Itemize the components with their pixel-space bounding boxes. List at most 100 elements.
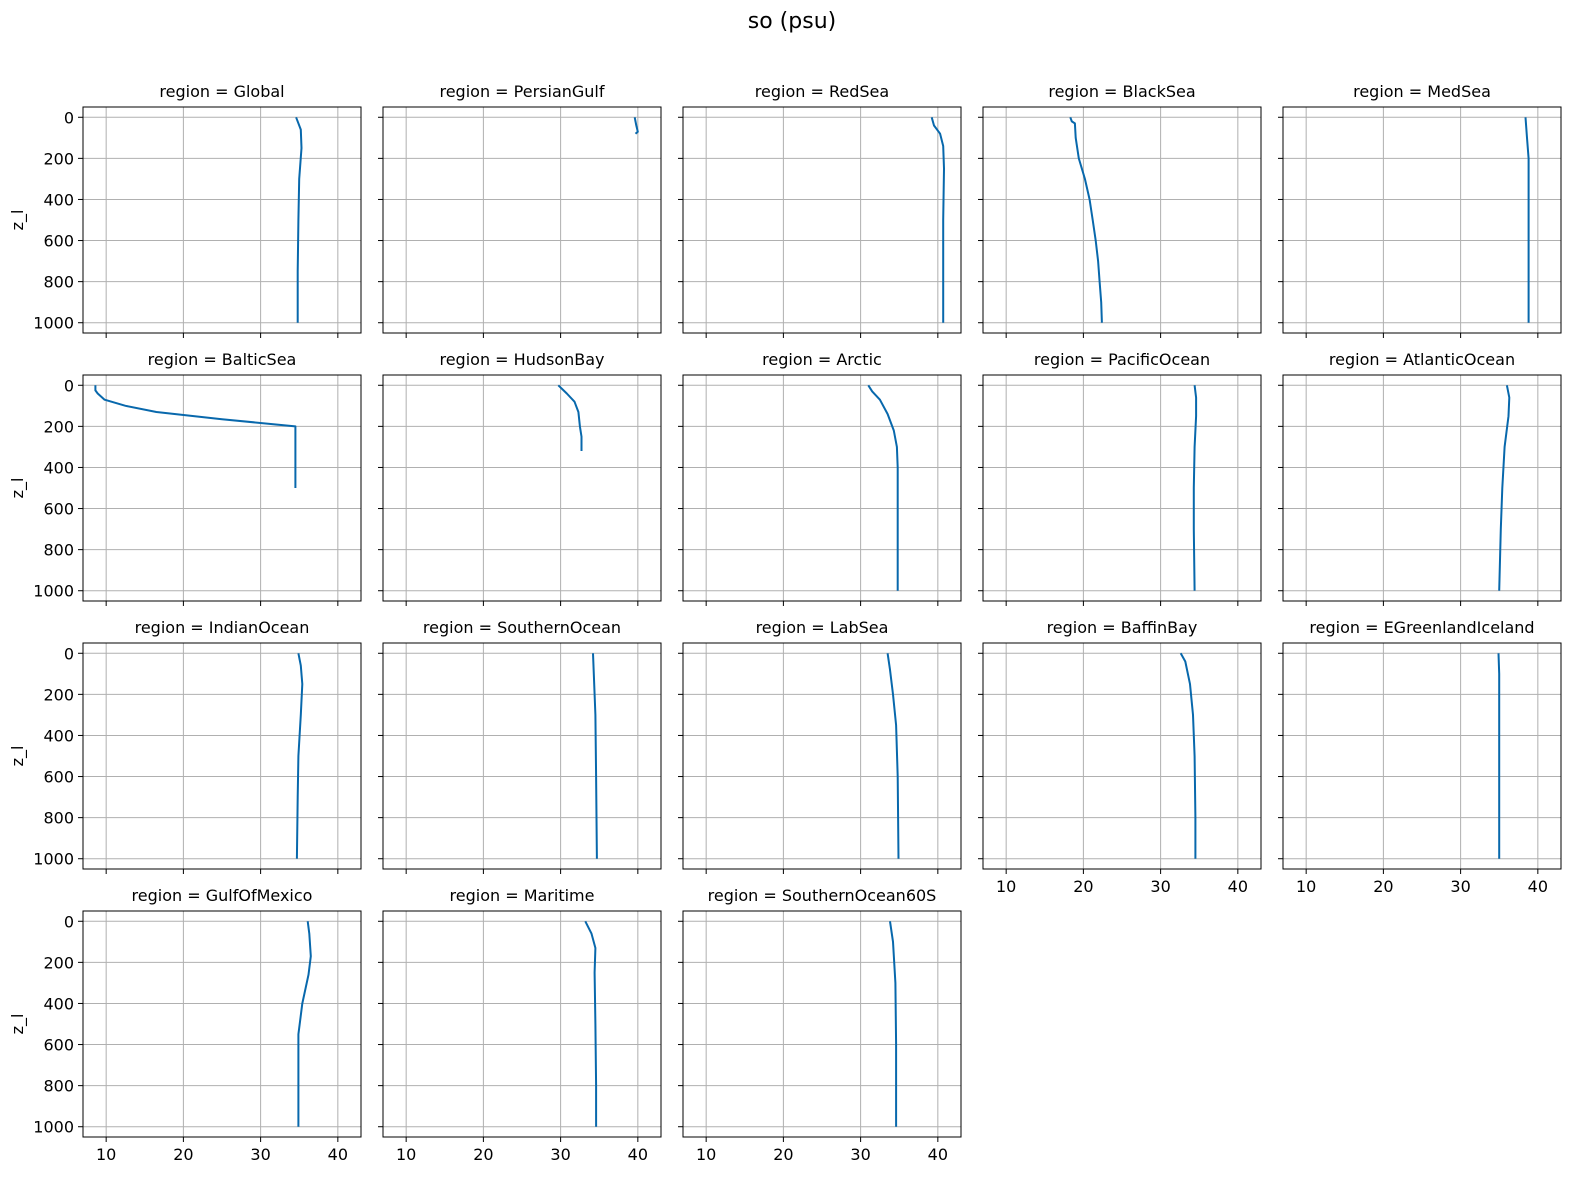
series-line-IndianOcean bbox=[295, 653, 304, 859]
x-tick-label: 10 bbox=[996, 877, 1016, 896]
x-tick-label: 20 bbox=[473, 1145, 493, 1164]
series-line-SouthernOcean60S bbox=[889, 921, 898, 1127]
panel-PersianGulf: region = PersianGulf bbox=[378, 82, 662, 338]
y-tick-label: 600 bbox=[43, 1036, 74, 1055]
series-line-AtlanticOcean bbox=[1498, 385, 1511, 591]
y-tick-label: 0 bbox=[64, 376, 74, 395]
axes-frame bbox=[682, 642, 962, 870]
panel-SouthernOcean: region = SouthernOcean bbox=[378, 618, 662, 874]
x-tick-label: 10 bbox=[696, 1145, 716, 1164]
panel-title: region = Global bbox=[159, 82, 284, 101]
panel-title: region = AtlanticOcean bbox=[1329, 350, 1515, 369]
panel-IndianOcean: region = IndianOcean 0 200 400 600 800 1000 z_l bbox=[8, 618, 362, 874]
y-tick-label: 800 bbox=[43, 809, 74, 828]
y-tick-label: 800 bbox=[43, 1077, 74, 1096]
panel-MedSea: region = MedSea bbox=[1278, 82, 1562, 338]
panel-Maritime: region = Maritime 10 20 30 40 bbox=[378, 886, 662, 1164]
x-tick-label: 30 bbox=[1150, 877, 1170, 896]
y-axis-label: z_l bbox=[8, 210, 28, 231]
y-tick-label: 0 bbox=[64, 912, 74, 931]
panel-title: region = GulfOfMexico bbox=[132, 886, 313, 905]
figure-title: so (psu) bbox=[748, 9, 836, 34]
y-axis-label: z_l bbox=[8, 746, 28, 767]
panel-title: region = Maritime bbox=[450, 886, 595, 905]
x-tick-label: 40 bbox=[1528, 877, 1548, 896]
panel-title: region = SouthernOcean60S bbox=[708, 886, 937, 905]
axes-frame bbox=[82, 642, 362, 870]
axes-frame bbox=[682, 374, 962, 602]
panel-GulfOfMexico: region = GulfOfMexico 0 200 400 600 800 1000 z_… bbox=[8, 886, 362, 1164]
panel-grid: region = Global02004006008001000z_lregio… bbox=[8, 82, 1562, 1164]
panel-BalticSea: region = BalticSea 0 200 400 600 800 1000 z_l bbox=[8, 350, 362, 606]
x-tick-label: 30 bbox=[850, 1145, 870, 1164]
axes-frame bbox=[1282, 374, 1562, 602]
series-line-GulfOfMexico bbox=[297, 921, 312, 1127]
panel-title: region = EGreenlandIceland bbox=[1309, 618, 1534, 637]
panel-title: region = BlackSea bbox=[1048, 82, 1195, 101]
axes-frame bbox=[382, 106, 662, 334]
y-tick-label: 400 bbox=[43, 458, 74, 477]
y-tick-label: 1000 bbox=[33, 314, 74, 333]
y-tick-label: 400 bbox=[43, 190, 74, 209]
y-tick-label: 600 bbox=[43, 500, 74, 519]
y-tick-label: 400 bbox=[43, 726, 74, 745]
axes-frame bbox=[382, 910, 662, 1138]
x-tick-label: 30 bbox=[1450, 877, 1470, 896]
panel-title: region = PacificOcean bbox=[1034, 350, 1210, 369]
y-tick-label: 200 bbox=[43, 685, 74, 704]
series-line-MedSea bbox=[1524, 117, 1530, 323]
panel-Arctic: region = Arctic bbox=[678, 350, 962, 606]
panel-LabSea: region = LabSea bbox=[678, 618, 962, 874]
panel-title: region = BaffinBay bbox=[1047, 618, 1198, 637]
series-line-Arctic bbox=[867, 384, 899, 591]
x-tick-label: 40 bbox=[328, 1145, 348, 1164]
panel-title: region = PersianGulf bbox=[439, 82, 604, 101]
axes-frame bbox=[1282, 642, 1562, 870]
series-line-BlackSea bbox=[1069, 116, 1103, 323]
panel-PacificOcean: region = PacificOcean bbox=[978, 350, 1262, 606]
series-line-PersianGulf bbox=[633, 117, 639, 135]
series-line-BaffinBay bbox=[1179, 652, 1197, 859]
panel-AtlanticOcean: region = AtlanticOcean bbox=[1278, 350, 1562, 606]
series-line-BalticSea bbox=[94, 385, 297, 488]
panel-title: region = LabSea bbox=[756, 618, 889, 637]
panel-title: region = RedSea bbox=[755, 82, 889, 101]
series-line-EGreenlandIceland bbox=[1497, 653, 1501, 859]
panel-Global: region = Global 0 200 400 600 800 1000 z_l bbox=[8, 82, 362, 338]
y-tick-label: 0 bbox=[64, 644, 74, 663]
x-tick-label: 10 bbox=[396, 1145, 416, 1164]
series-line-Global bbox=[295, 116, 303, 323]
y-tick-label: 800 bbox=[43, 541, 74, 560]
y-tick-label: 1000 bbox=[33, 850, 74, 869]
y-tick-label: 600 bbox=[43, 232, 74, 251]
axes-frame bbox=[82, 374, 362, 602]
axes-frame bbox=[82, 106, 362, 334]
x-tick-label: 40 bbox=[928, 1145, 948, 1164]
y-tick-label: 200 bbox=[43, 953, 74, 972]
y-tick-label: 800 bbox=[43, 273, 74, 292]
x-tick-label: 20 bbox=[773, 1145, 793, 1164]
x-tick-label: 40 bbox=[1228, 877, 1248, 896]
x-tick-label: 20 bbox=[1373, 877, 1393, 896]
panel-RedSea: region = RedSea bbox=[678, 82, 962, 338]
x-tick-label: 30 bbox=[550, 1145, 570, 1164]
panel-title: region = Arctic bbox=[762, 350, 882, 369]
x-tick-label: 20 bbox=[1073, 877, 1093, 896]
axes-frame bbox=[682, 106, 962, 334]
axes-frame bbox=[682, 910, 962, 1138]
y-tick-label: 400 bbox=[43, 994, 74, 1013]
y-tick-label: 200 bbox=[43, 149, 74, 168]
axes-frame bbox=[982, 106, 1262, 334]
series-line-RedSea bbox=[930, 117, 945, 323]
x-tick-label: 20 bbox=[173, 1145, 193, 1164]
panel-title: region = BalticSea bbox=[148, 350, 297, 369]
y-tick-label: 200 bbox=[43, 417, 74, 436]
y-tick-label: 1000 bbox=[33, 1118, 74, 1137]
y-axis-label: z_l bbox=[8, 478, 28, 499]
panel-title: region = MedSea bbox=[1353, 82, 1491, 101]
panel-SouthernOcean60S: region = SouthernOcean60S 10 20 30 40 bbox=[678, 886, 962, 1164]
axes-frame bbox=[82, 910, 362, 1138]
series-line-SouthernOcean bbox=[592, 653, 598, 859]
axes-frame bbox=[1282, 106, 1562, 334]
x-tick-label: 10 bbox=[96, 1145, 116, 1164]
